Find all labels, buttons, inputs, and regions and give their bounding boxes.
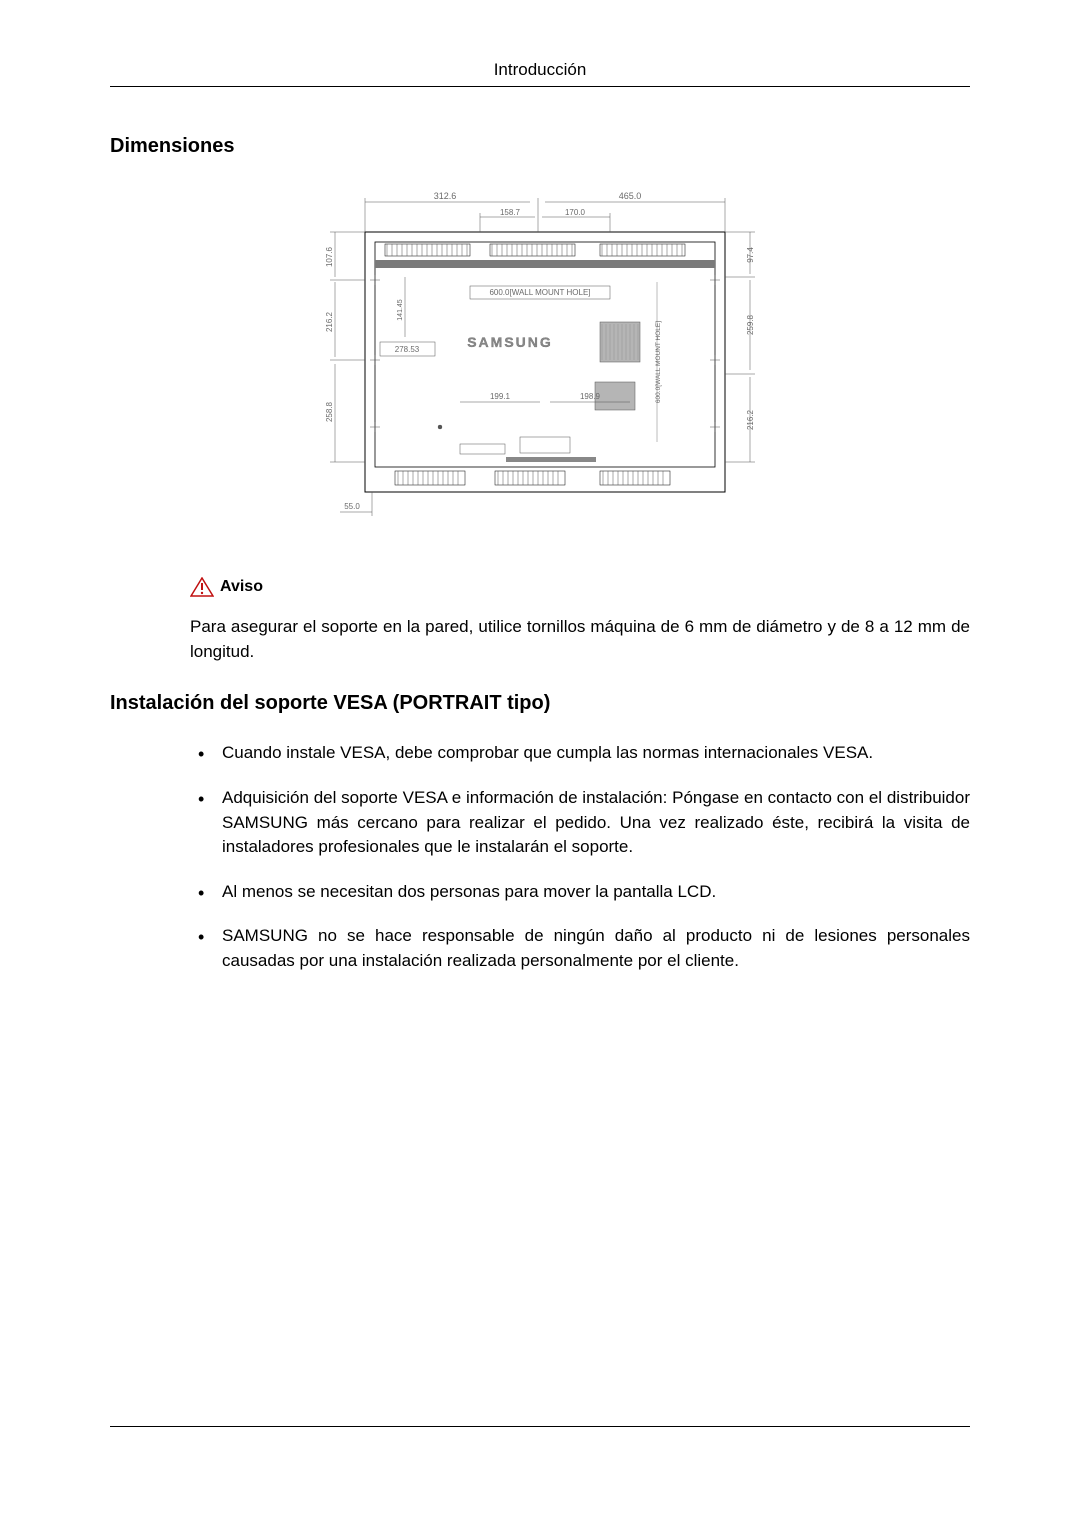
mount-hole-label: 600.0[WALL MOUNT HOLE] bbox=[489, 288, 590, 297]
center-dim-right: 198.9 bbox=[580, 392, 601, 401]
left-dim-top: 107.6 bbox=[325, 246, 334, 267]
right-dim-top: 97.4 bbox=[746, 247, 755, 263]
warning-icon bbox=[190, 577, 214, 597]
top-dim-left: 312.6 bbox=[434, 191, 457, 201]
right-dim-mid: 259.8 bbox=[746, 314, 755, 335]
samsung-brand: SAMSUNG bbox=[467, 334, 553, 350]
list-item: Al menos se necesitan dos personas para … bbox=[192, 880, 970, 905]
dimension-diagram-container: 600.0[WALL MOUNT HOLE] SAMSUNG 278.53 19… bbox=[110, 182, 970, 547]
aviso-row: Aviso bbox=[190, 577, 970, 597]
top-inner-left: 158.7 bbox=[500, 208, 521, 217]
top-dim-right: 465.0 bbox=[619, 191, 642, 201]
vesa-bullet-list: Cuando instale VESA, debe comprobar que … bbox=[192, 741, 970, 973]
section-vesa-title: Instalación del soporte VESA (PORTRAIT t… bbox=[110, 692, 970, 715]
left-dim-bottom: 258.8 bbox=[325, 401, 334, 422]
center-dim-left: 199.1 bbox=[490, 392, 511, 401]
page-header: Introducción bbox=[110, 60, 970, 87]
list-item: Adquisición del soporte VESA e informaci… bbox=[192, 786, 970, 860]
list-item: SAMSUNG no se hace responsable de ningún… bbox=[192, 924, 970, 973]
bottom-offset: 55.0 bbox=[344, 502, 360, 511]
right-dim-bottom: 216.2 bbox=[746, 409, 755, 430]
top-inner-right: 170.0 bbox=[565, 208, 586, 217]
section-dimensiones-title: Dimensiones bbox=[110, 135, 970, 158]
inner-left-v: 141.45 bbox=[397, 299, 404, 321]
inner-dim: 278.53 bbox=[395, 345, 420, 354]
right-v-label: 600.0[WALL MOUNT HOLE] bbox=[655, 321, 662, 403]
footer-divider bbox=[110, 1426, 970, 1427]
aviso-label: Aviso bbox=[220, 578, 263, 596]
left-dim-mid: 216.2 bbox=[325, 311, 334, 332]
dimension-diagram: 600.0[WALL MOUNT HOLE] SAMSUNG 278.53 19… bbox=[310, 182, 770, 542]
vent-top bbox=[385, 244, 685, 256]
header-title: Introducción bbox=[494, 60, 587, 79]
aviso-paragraph: Para asegurar el soporte en la pared, ut… bbox=[190, 615, 970, 664]
list-item: Cuando instale VESA, debe comprobar que … bbox=[192, 741, 970, 766]
